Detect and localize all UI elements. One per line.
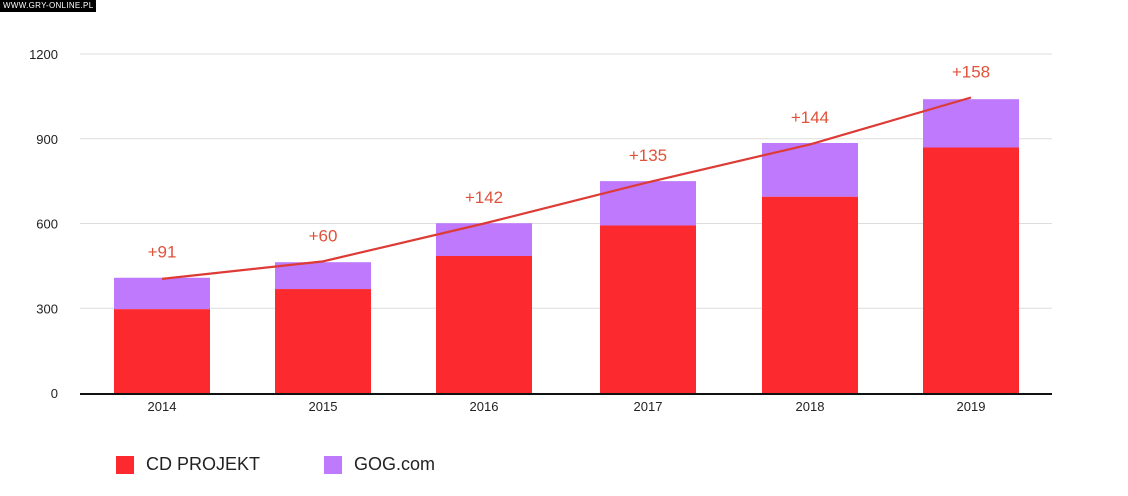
- stacked-bar-chart: 0 300 600 900 1200 2014 2015 2016 2017 2018 2019 +9…: [29, 47, 1052, 414]
- bar-gog-2016: [436, 223, 532, 256]
- bar-cd-projekt-2019: [923, 147, 1019, 393]
- legend-swatch-cd-projekt: [116, 455, 134, 474]
- annotation-label-2016: +142: [465, 188, 503, 207]
- bar-cd-projekt-2016: [436, 255, 532, 393]
- bar-gog-2017: [600, 181, 696, 226]
- x-tick-label: 2019: [957, 399, 986, 414]
- y-tick-label: 600: [36, 217, 58, 232]
- trend-line: [161, 96, 972, 280]
- y-tick-label: 300: [36, 301, 58, 316]
- annotation-label-2019: +158: [952, 63, 990, 82]
- x-tick-label: 2015: [309, 399, 338, 414]
- y-tick-label: 900: [36, 132, 58, 147]
- legend-item-cd-projekt: CD PROJEKT: [116, 454, 260, 475]
- x-tick-label: 2014: [148, 399, 177, 414]
- bar-cd-projekt-2014: [114, 309, 210, 393]
- annotation-label-2014: +91: [148, 243, 177, 262]
- x-tick-label: 2017: [634, 399, 663, 414]
- legend-swatch-gog: [324, 455, 342, 474]
- annotation-label-2018: +144: [791, 108, 829, 127]
- x-tick-label: 2016: [470, 399, 499, 414]
- bar-cd-projekt-2015: [275, 289, 371, 393]
- bar-gog-2014: [114, 277, 210, 310]
- legend-item-gog: GOG.com: [324, 454, 435, 475]
- x-tick-label: 2018: [796, 399, 825, 414]
- y-tick-label: 0: [51, 386, 58, 401]
- bar-cd-projekt-2018: [762, 196, 858, 393]
- watermark-label: WWW.GRY-ONLINE.PL: [0, 0, 97, 12]
- y-tick-label: 1200: [29, 47, 58, 62]
- legend-label-cd-projekt: CD PROJEKT: [146, 454, 261, 474]
- bar-cd-projekt-2017: [600, 225, 696, 393]
- bar-gog-2015: [275, 262, 371, 290]
- legend-label-gog: GOG.com: [354, 454, 436, 474]
- annotation-label-2017: +135: [629, 146, 667, 165]
- annotation-label-2015: +60: [309, 226, 338, 245]
- bar-gog-2018: [762, 142, 858, 197]
